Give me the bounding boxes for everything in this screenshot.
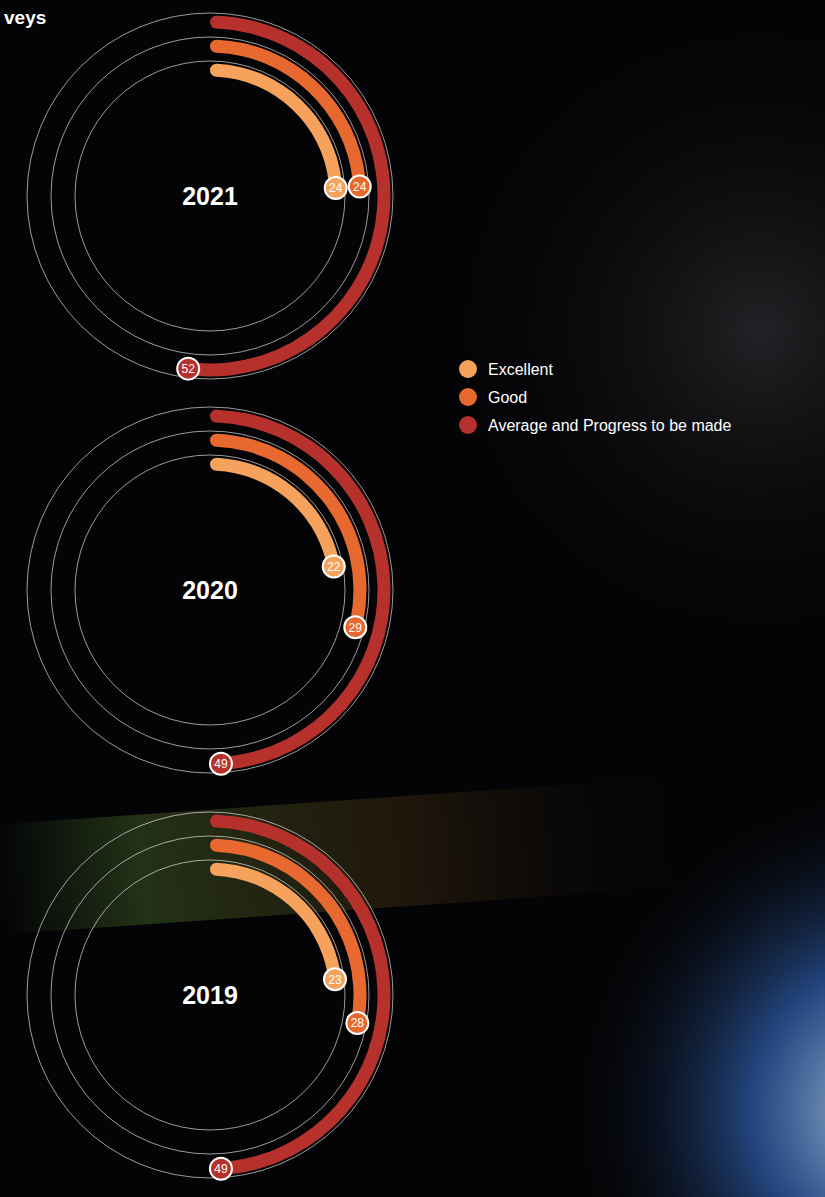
- label-badge: [349, 176, 371, 198]
- data-label-text: 49: [214, 1162, 228, 1176]
- data-label-text: 23: [328, 973, 342, 987]
- data-label-text: 52: [182, 362, 196, 376]
- label-badge: [210, 753, 232, 775]
- ring-arc: [210, 40, 366, 187]
- track-circle: [51, 836, 369, 1154]
- legend-label: Good: [488, 389, 527, 406]
- data-label: 28: [346, 1012, 368, 1034]
- data-label: 24: [349, 176, 371, 198]
- chart-root: veys 2021 52 24 24 Excellent Good Average and P…: [0, 0, 825, 1197]
- track-circle: [75, 455, 345, 725]
- legend-swatch: [459, 388, 477, 406]
- data-label-text: 24: [353, 180, 367, 194]
- radial-panel: 2019 49 28 23: [27, 812, 393, 1180]
- data-label-text: 29: [349, 621, 363, 635]
- background-glow: [570, 780, 825, 1197]
- track-circle: [27, 407, 393, 773]
- label-badge: [177, 358, 199, 380]
- legend-swatch: [459, 416, 477, 434]
- track-circle: [51, 37, 369, 355]
- label-badge: [346, 1012, 368, 1034]
- ring-arc: [210, 863, 341, 980]
- ring-arc: [210, 64, 342, 188]
- data-label: 29: [344, 616, 366, 638]
- data-label: 22: [323, 555, 345, 577]
- data-label-text: 49: [214, 757, 228, 771]
- label-badge: [323, 555, 345, 577]
- data-label-text: 24: [329, 181, 343, 195]
- track-circle: [51, 431, 369, 749]
- legend: Excellent Good Average and Progress to be …: [459, 360, 732, 434]
- legend-item: Excellent: [459, 360, 553, 378]
- legend-label: Average and Progress to be made: [488, 417, 732, 434]
- data-label-text: 22: [327, 560, 341, 574]
- label-badge: [325, 177, 347, 199]
- label-badge: [344, 616, 366, 638]
- panel-title: 2020: [182, 576, 238, 604]
- legend-item: Good: [459, 388, 527, 406]
- label-badge: [210, 1158, 232, 1180]
- data-label: 24: [325, 177, 347, 199]
- background: [0, 0, 825, 1197]
- legend-label: Excellent: [488, 361, 553, 378]
- track-circle: [27, 13, 393, 379]
- data-label: 49: [210, 1158, 232, 1180]
- ring-arc: [210, 458, 339, 567]
- radial-panel: 2021 52 24 24: [27, 13, 393, 380]
- legend-swatch: [459, 360, 477, 378]
- data-label: 52: [177, 358, 199, 380]
- legend-item: Average and Progress to be made: [459, 416, 732, 434]
- radial-panel: 2020 49 29 22: [27, 407, 393, 775]
- background-glow: [430, 0, 825, 660]
- page-title: veys: [4, 7, 46, 28]
- data-label: 23: [324, 968, 346, 990]
- panel-title: 2021: [182, 182, 238, 210]
- track-circle: [27, 812, 393, 1178]
- background-glow: [0, 776, 703, 935]
- label-badge: [324, 968, 346, 990]
- data-label-text: 28: [351, 1016, 365, 1030]
- track-circle: [75, 61, 345, 331]
- track-circle: [75, 860, 345, 1130]
- panel-title: 2019: [182, 981, 238, 1009]
- data-label: 49: [210, 753, 232, 775]
